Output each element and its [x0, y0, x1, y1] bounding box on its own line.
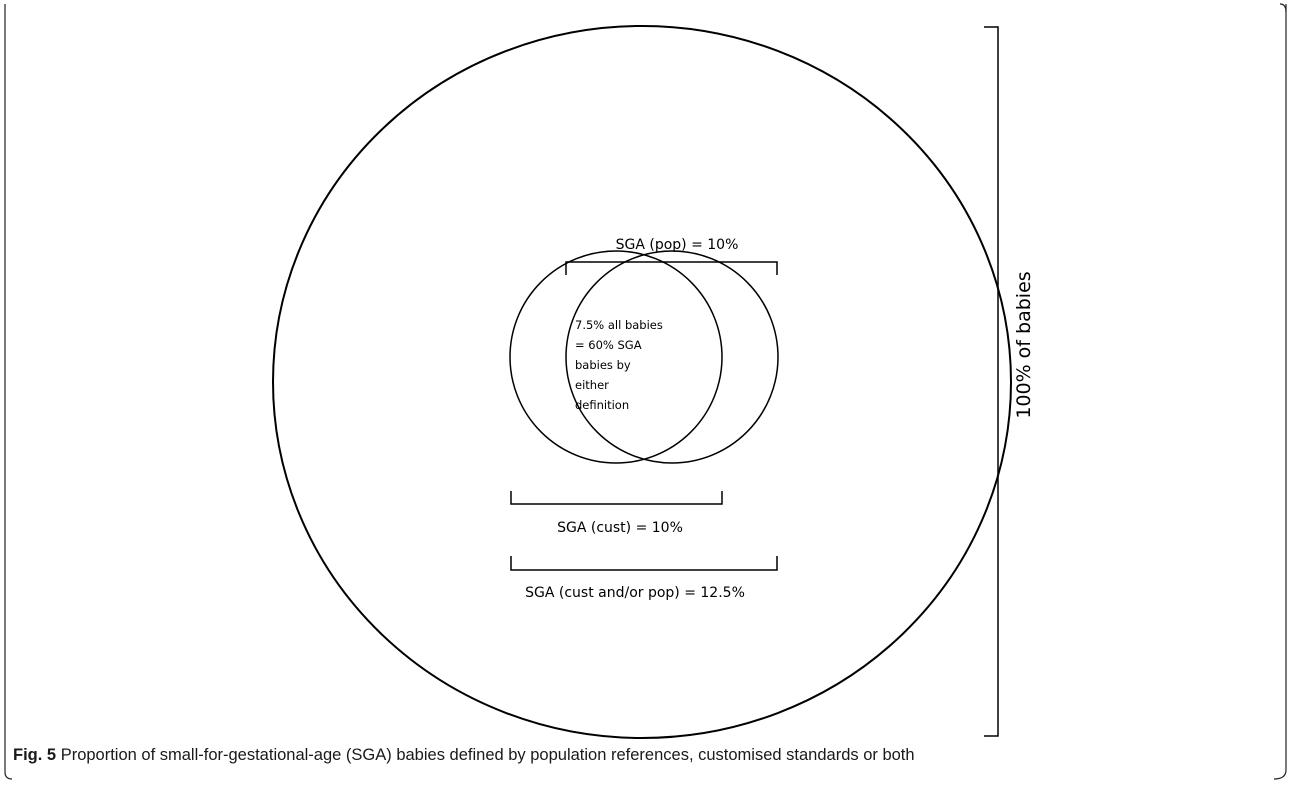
figure-number: Fig. 5 [13, 746, 57, 764]
total-bracket [984, 26, 999, 737]
combined-label: SGA (cust and/or pop) = 12.5% [525, 585, 745, 601]
population-bracket [565, 261, 778, 275]
customised-circle [509, 250, 723, 464]
caption-text: Proportion of small-for-gestational-age … [60, 746, 915, 764]
customised-bracket [510, 491, 723, 505]
population-label: SGA (pop) = 10% [616, 237, 739, 253]
combined-bracket [510, 556, 778, 571]
customised-label: SGA (cust) = 10% [557, 520, 683, 536]
overlap-line: definition [575, 398, 629, 412]
figure-border-top-right [1279, 3, 1287, 13]
figure-border [4, 4, 1287, 780]
overlap-line: = 60% SGA [575, 338, 642, 352]
total-label: 100% of babies [1013, 271, 1035, 418]
overlap-line: babies by [575, 358, 631, 372]
overlap-text: 7.5% all babies = 60% SGA babies by eith… [575, 318, 663, 412]
population-circle [565, 250, 779, 464]
all-babies-circle [272, 25, 1012, 739]
overlap-line: either [575, 378, 609, 392]
overlap-line: 7.5% all babies [575, 318, 663, 332]
figure-caption: Fig. 5 Proportion of small-for-gestation… [13, 744, 1273, 766]
